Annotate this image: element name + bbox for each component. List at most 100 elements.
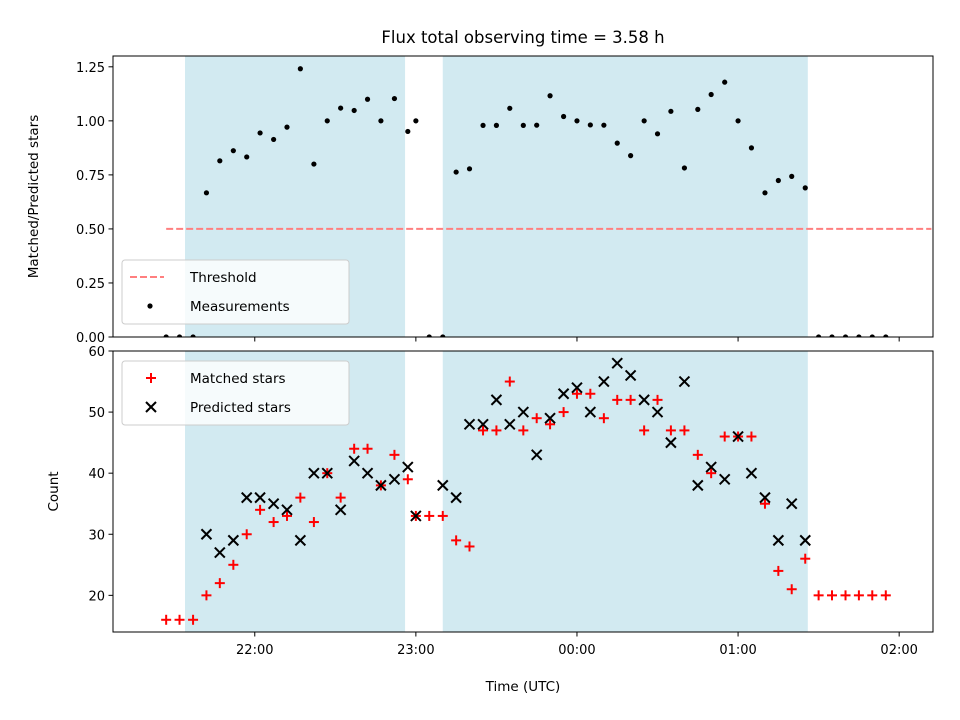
- matched-point: [424, 510, 435, 521]
- predicted-point: [799, 534, 811, 547]
- predicted-point-b: [624, 369, 637, 382]
- y-axis-label: Matched/Predicted stars: [26, 115, 42, 278]
- predicted-point-b: [517, 406, 530, 418]
- y-tick-label: 0.25: [76, 277, 105, 292]
- legend-label: Predicted stars: [190, 400, 291, 416]
- predicted-point-b: [463, 418, 476, 431]
- measurement-point: [614, 140, 620, 146]
- x-axis-label: Time (UTC): [485, 679, 561, 695]
- y-axis-label: Count: [46, 471, 62, 511]
- matched-point: [188, 614, 199, 625]
- predicted-point: [348, 455, 360, 467]
- matched-point: [174, 614, 185, 625]
- legend: Threshold Measurements: [121, 259, 350, 325]
- legend-box: [121, 259, 350, 325]
- matched-point: [558, 407, 569, 418]
- x-tick-label: 00:00: [558, 643, 595, 658]
- predicted-point-b: [241, 491, 253, 504]
- matched-point: [281, 510, 292, 521]
- predicted-point-b: [799, 534, 811, 547]
- measurement-point: [842, 334, 849, 337]
- matched-point: [813, 590, 824, 601]
- measurement-point: [869, 334, 875, 337]
- matched-point: [679, 425, 690, 436]
- matched-point: [308, 517, 319, 528]
- predicted-point-b: [665, 436, 677, 449]
- predicted-point-b: [308, 467, 320, 479]
- matched-point: [255, 504, 266, 515]
- measurement-point: [480, 122, 486, 128]
- measurement-point: [722, 79, 728, 85]
- predicted-point-b: [598, 375, 610, 388]
- predicted-point-b: [361, 467, 374, 479]
- predicted-point: [388, 473, 401, 485]
- matched-point: [840, 590, 851, 601]
- matched-point: [214, 578, 225, 589]
- predicted-point-b: [294, 534, 307, 547]
- matched-point: [719, 431, 730, 442]
- matched-point: [335, 492, 346, 503]
- y-tick-label: 1.25: [76, 61, 105, 76]
- predicted-point: [678, 375, 691, 388]
- measurement-point: [324, 118, 330, 124]
- y-tick-label: 60: [88, 345, 105, 360]
- observing-window-1: [442, 56, 808, 337]
- predicted-point-b: [692, 479, 704, 492]
- predicted-point: [402, 461, 414, 473]
- measurement-point: [775, 177, 781, 184]
- measurement-point: [856, 334, 862, 337]
- measurement-point: [176, 334, 183, 337]
- matched-point: [786, 584, 797, 595]
- measurement-point: [217, 158, 223, 164]
- matched-point: [652, 394, 663, 405]
- predicted-point: [718, 473, 731, 485]
- matched-point: [746, 431, 757, 442]
- measurement-point: [748, 145, 755, 151]
- measurement-point: [466, 166, 473, 172]
- series-predicted-stars: [200, 357, 811, 559]
- series-matched-stars: [161, 376, 891, 625]
- plot-area: [163, 56, 932, 337]
- measurement-point: [534, 122, 540, 128]
- measurement-point: [547, 93, 553, 99]
- predicted-point: [490, 394, 503, 406]
- measurement-point: [378, 118, 384, 124]
- predicted-point-b: [705, 461, 717, 473]
- measurement-point: [405, 128, 411, 135]
- y-tick-label: 0.00: [76, 331, 105, 346]
- predicted-point: [517, 406, 530, 418]
- predicted-point: [321, 467, 333, 479]
- measurement-point: [695, 106, 701, 112]
- matched-point: [491, 425, 502, 436]
- x-tick-label: 23:00: [397, 643, 434, 658]
- predicted-point-b: [281, 504, 293, 516]
- measurement-point: [829, 334, 835, 337]
- measurement-point: [574, 118, 580, 124]
- legend-label: Threshold: [189, 270, 257, 286]
- predicted-point-b: [786, 498, 798, 510]
- matched-point: [571, 388, 582, 399]
- matched-point: [545, 419, 556, 430]
- matched-point: [349, 443, 360, 454]
- predicted-point-b: [544, 412, 556, 424]
- measurement-point: [440, 334, 446, 337]
- predicted-point: [624, 369, 637, 382]
- matched-point: [295, 492, 306, 503]
- matched-point: [826, 590, 837, 601]
- predicted-point: [598, 375, 610, 388]
- predicted-point-b: [732, 430, 744, 443]
- panel-frame: [112, 350, 934, 633]
- measurement-point: [654, 131, 661, 137]
- predicted-point: [267, 498, 280, 510]
- y-tick-label: 30: [88, 528, 105, 543]
- predicted-point-b: [410, 510, 422, 522]
- observing-window-1: [442, 351, 808, 632]
- legend-matched-swatch: [146, 373, 156, 383]
- predicted-point: [732, 430, 744, 443]
- matched-point: [867, 590, 878, 601]
- predicted-point-b: [530, 449, 543, 461]
- predicted-point-b: [375, 479, 387, 492]
- legend-measurements-swatch: [147, 303, 153, 309]
- predicted-point: [665, 436, 677, 449]
